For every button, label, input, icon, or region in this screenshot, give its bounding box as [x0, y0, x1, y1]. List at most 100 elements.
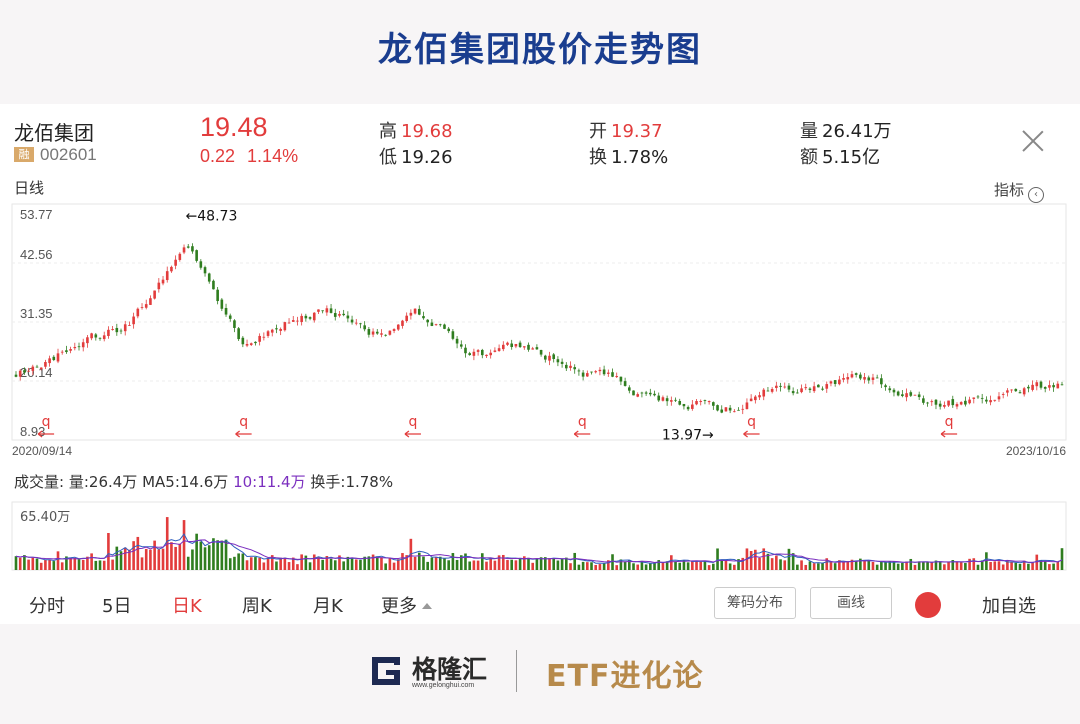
- volume-bar: [140, 557, 144, 570]
- candle-body: [569, 365, 572, 368]
- last-price: 19.48: [200, 112, 268, 142]
- tab-week-k[interactable]: 周K: [242, 596, 272, 617]
- volume-bar: [909, 558, 913, 570]
- volume-bar: [52, 561, 56, 570]
- chip-distribution-button[interactable]: 筹码分布: [714, 587, 796, 619]
- volume-bar: [657, 560, 661, 570]
- volume-bar: [800, 560, 803, 570]
- candle-body: [392, 329, 396, 331]
- candle-body: [607, 372, 610, 374]
- candle-body: [854, 373, 858, 375]
- volume-bar: [128, 549, 131, 570]
- candle-body: [86, 337, 89, 344]
- split-marker-arrow: [940, 430, 946, 438]
- volume-bar: [1056, 561, 1060, 570]
- candle-body: [1048, 385, 1051, 388]
- candle-body: [842, 378, 845, 380]
- volume-bar: [69, 557, 72, 570]
- tab-5day[interactable]: 5日: [102, 596, 132, 617]
- candle-body: [859, 374, 862, 379]
- candle-body: [615, 376, 619, 378]
- indicator-button[interactable]: 指标 ‹: [994, 179, 1045, 203]
- volume-bar: [447, 560, 450, 570]
- candle-body: [985, 399, 988, 402]
- volume-bar: [233, 556, 236, 570]
- volume-bar: [859, 558, 862, 570]
- stat-turnover: 换 1.78%: [589, 143, 668, 169]
- candle-body: [880, 378, 883, 385]
- candle-body: [964, 400, 967, 405]
- tab-month-k[interactable]: 月K: [313, 596, 343, 617]
- tab-more[interactable]: 更多: [381, 592, 432, 618]
- candle-body: [279, 328, 282, 331]
- candle-body: [245, 343, 249, 346]
- volume-bar: [875, 564, 879, 570]
- volume-bar: [728, 563, 732, 570]
- candle-body: [396, 324, 400, 330]
- volume-bar: [938, 561, 942, 570]
- volume-bar: [670, 555, 673, 570]
- volume-bar: [661, 562, 665, 570]
- volume-bar: [317, 557, 320, 570]
- volume-bar: [65, 556, 68, 570]
- volume-bar: [123, 547, 127, 570]
- volume-bar: [539, 557, 543, 570]
- candle-body: [640, 392, 644, 394]
- candle-body: [480, 349, 484, 356]
- volume-bar: [611, 554, 614, 570]
- volume-bar: [388, 558, 392, 570]
- volume-bar: [287, 562, 291, 570]
- stat-amount-value: 5.15亿: [822, 147, 881, 168]
- volume-bar: [506, 560, 509, 570]
- split-marker-arrow: [404, 430, 410, 438]
- draw-line-button[interactable]: 画线: [810, 587, 892, 619]
- volume-bar: [586, 562, 589, 570]
- candle-body: [712, 402, 715, 406]
- candle-body: [426, 319, 429, 323]
- volume-bar: [1039, 560, 1043, 570]
- tab-daily-line[interactable]: 日线: [14, 179, 45, 197]
- candle-body: [451, 331, 455, 339]
- candle-body: [632, 390, 635, 396]
- candle-body: [401, 320, 404, 326]
- volume-bar: [548, 558, 551, 570]
- add-watchlist-button[interactable]: 加自选: [982, 596, 1036, 617]
- volume-bar: [367, 556, 371, 570]
- volume-bar: [401, 553, 404, 570]
- candle-body: [413, 308, 417, 314]
- volume-bar: [178, 543, 182, 570]
- volume-bar: [842, 562, 845, 570]
- candle-body: [48, 358, 51, 364]
- candle-body: [388, 330, 392, 335]
- tab-fenshi[interactable]: 分时: [29, 596, 65, 617]
- x-end-label: 2023/10/16: [1006, 444, 1066, 458]
- volume-bar: [23, 555, 26, 570]
- split-marker-arrow: [235, 430, 241, 438]
- split-marker-arrow: [37, 430, 43, 438]
- candle-body: [170, 266, 173, 272]
- volume-bar: [354, 559, 358, 570]
- volume-bar: [98, 560, 102, 570]
- candle-body: [775, 385, 778, 388]
- candle-body: [1060, 384, 1064, 386]
- candle-body: [657, 395, 661, 401]
- volume-bar: [300, 554, 303, 570]
- split-marker-label: q: [409, 414, 418, 430]
- candle-body: [636, 394, 640, 397]
- split-marker-label: q: [578, 414, 587, 430]
- candle-body: [123, 324, 127, 332]
- candle-body: [720, 409, 724, 413]
- candle-body: [980, 397, 984, 399]
- record-dot-icon[interactable]: [915, 592, 941, 618]
- volume-bar: [510, 559, 514, 570]
- volume-bar: [615, 565, 619, 570]
- candle-body: [573, 367, 577, 370]
- volume-bar: [237, 553, 240, 570]
- candle-body: [1022, 388, 1026, 395]
- volume-bar: [754, 549, 757, 570]
- candle-body: [207, 273, 211, 282]
- price-annotation: ←48.73: [186, 209, 238, 225]
- tab-day-k[interactable]: 日K: [172, 596, 202, 617]
- candle-body: [493, 350, 497, 352]
